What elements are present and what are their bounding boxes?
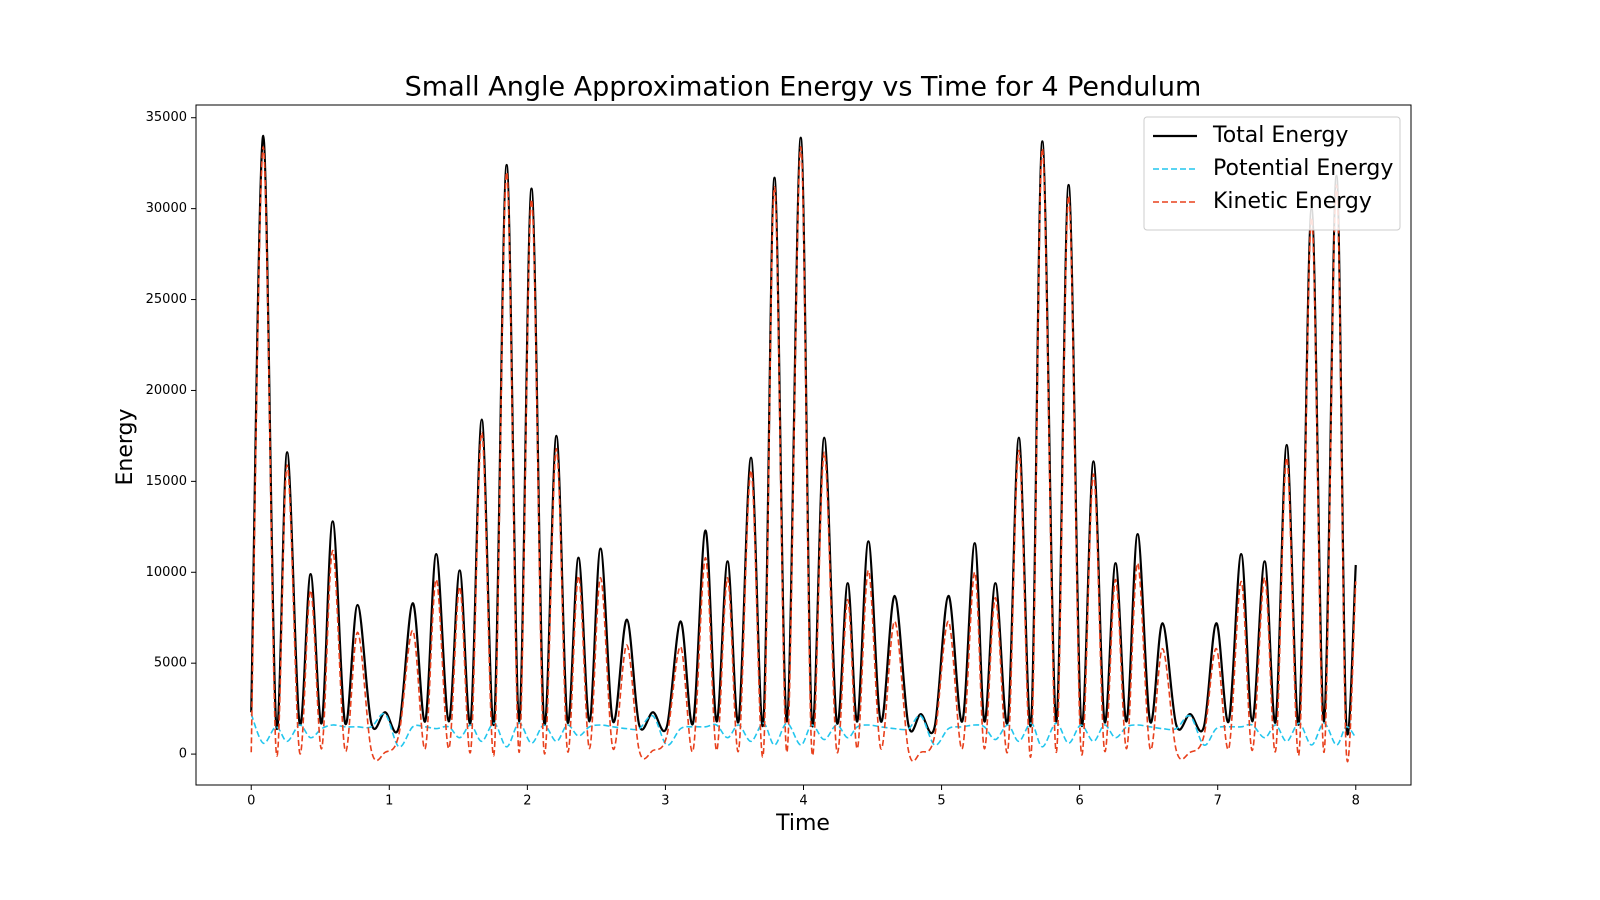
y-axis-label: Energy <box>113 408 138 485</box>
y-tick-label: 0 <box>179 747 187 762</box>
x-tick-label: 8 <box>1352 794 1360 809</box>
series-line <box>250 146 1357 763</box>
x-tick-label: 2 <box>523 794 531 809</box>
legend-label: Potential Energy <box>1213 156 1393 181</box>
x-tick-label: 3 <box>661 794 669 809</box>
chart-title: Small Angle Approximation Energy vs Time… <box>405 72 1202 103</box>
x-axis-label: Time <box>775 811 830 836</box>
y-tick-label: 20000 <box>146 383 187 398</box>
y-tick-label: 25000 <box>146 292 187 307</box>
x-tick-label: 4 <box>799 794 807 809</box>
series-line <box>250 712 1357 748</box>
x-tick-label: 7 <box>1214 794 1222 809</box>
y-tick-label: 15000 <box>146 474 187 489</box>
legend-label: Total Energy <box>1212 123 1348 148</box>
legend-box <box>1143 116 1401 231</box>
plot-area <box>250 134 1357 763</box>
legend-label: Kinetic Energy <box>1213 189 1372 214</box>
y-tick-label: 35000 <box>146 110 187 125</box>
x-tick-label: 0 <box>247 794 255 809</box>
x-tick-label: 6 <box>1075 794 1083 809</box>
x-tick-label: 5 <box>937 794 945 809</box>
y-tick-label: 5000 <box>154 656 187 671</box>
axes-frame <box>195 104 1412 786</box>
x-tick-label: 1 <box>385 794 393 809</box>
y-tick-label: 10000 <box>146 565 187 580</box>
y-tick-label: 30000 <box>146 201 187 216</box>
